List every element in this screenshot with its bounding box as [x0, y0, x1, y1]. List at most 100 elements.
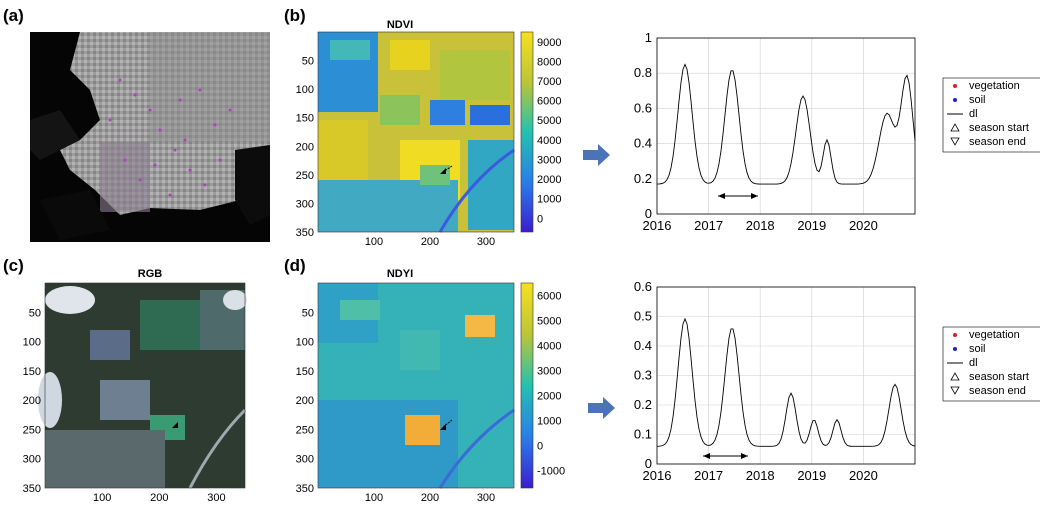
- x-tick-label: 2016: [643, 218, 672, 233]
- x-tick-label: 100: [365, 492, 383, 504]
- y-tick-label: 0: [645, 456, 652, 471]
- arrow-right-top: [583, 144, 610, 166]
- legend-box: [942, 326, 1040, 402]
- y-tick-label: 0.1: [634, 427, 652, 442]
- panel-label-c: (c): [3, 256, 24, 275]
- y-tick-label: 0.4: [634, 136, 652, 151]
- x-tick-label: 100: [93, 492, 111, 504]
- plot-frame: [656, 286, 916, 465]
- arrow-right-bottom: [588, 397, 615, 419]
- ndyi-colorbar: [520, 282, 534, 489]
- y-tick-label: 300: [23, 454, 41, 466]
- x-tick-label: 300: [207, 492, 225, 504]
- y-tick-label: 0.5: [634, 309, 652, 324]
- x-tick-label: 200: [421, 236, 439, 248]
- ndvi-x-ticks: 100 200 300: [365, 236, 495, 248]
- x-tick-label: 2018: [746, 218, 775, 233]
- y-tick-label: 350: [23, 483, 41, 495]
- rgb-title: RGB: [137, 268, 163, 280]
- ndyi-y-ticks: 50 100 150 200 250 300 350: [296, 307, 314, 495]
- colorbar-tick-label: 1000: [537, 194, 561, 206]
- rgb-y-ticks: 50 100 150 200 250 300 350: [23, 307, 41, 495]
- y-tick-label: 0.6: [634, 100, 652, 115]
- colorbar-tick-label: 7000: [537, 76, 561, 88]
- colorbar-tick-label: 2000: [537, 174, 561, 186]
- y-tick-label: 250: [296, 424, 314, 436]
- y-tick-label: 250: [296, 170, 314, 182]
- x-tick-label: 200: [421, 492, 439, 504]
- rgb-frame: [44, 282, 246, 489]
- y-tick-label: 0.3: [634, 368, 652, 383]
- y-tick-label: 150: [23, 366, 41, 378]
- x-tick-label: 300: [477, 236, 495, 248]
- y-tick-label: 100: [296, 337, 314, 349]
- duration-arrow-head: [703, 453, 710, 459]
- legend-label: season end: [969, 385, 1026, 397]
- legend-marker-season-end: [950, 386, 960, 395]
- y-tick-label: 150: [296, 113, 314, 125]
- colorbar-tick-label: 0: [537, 441, 543, 453]
- duration-arrow-head: [741, 453, 748, 459]
- colorbar-tick-label: 5000: [537, 115, 561, 127]
- x-tick-label: 300: [477, 492, 495, 504]
- y-tick-label: 300: [296, 198, 314, 210]
- x-tick-label: 2020: [849, 468, 878, 483]
- x-tick-label: 200: [150, 492, 168, 504]
- y-tick-label: 250: [23, 424, 41, 436]
- plot-top: 2016 2017 2018 2019 2020 0 0.2 0.4 0.6 0.8 1 vegeta…: [634, 30, 1040, 233]
- duration-arrow-head: [751, 193, 758, 199]
- panel-a-sample-points: [108, 78, 232, 197]
- ndvi-title: NDVI: [386, 19, 414, 31]
- y-tick-label: 0.6: [634, 279, 652, 294]
- legend-marker-soil: [953, 98, 957, 102]
- legend-label: season end: [969, 136, 1026, 148]
- duration-arrow-head: [718, 193, 725, 199]
- colorbar-tick-label: 6000: [537, 291, 561, 303]
- x-tick-label: 2017: [694, 468, 723, 483]
- colorbar-tick-label: 0: [537, 213, 543, 225]
- colorbar-tick-label: 2000: [537, 391, 561, 403]
- colorbar-tick-label: 1000: [537, 416, 561, 428]
- y-tick-label: 50: [302, 307, 314, 319]
- legend-box: [942, 77, 1040, 153]
- ndvi-y-ticks: 50 100 150 200 250 300 350: [296, 56, 314, 239]
- panel-label-a: (a): [3, 6, 24, 25]
- legend-label: dl: [969, 108, 978, 120]
- legend-label: vegetation: [969, 329, 1020, 341]
- legend-marker-season-end: [950, 137, 960, 146]
- plot-frame: [656, 37, 916, 215]
- dl-curve: [656, 63, 916, 185]
- colorbar-tick-label: 5000: [537, 316, 561, 328]
- x-tick-label: 2020: [849, 218, 878, 233]
- colorbar-tick-label: -1000: [537, 466, 565, 478]
- colorbar-tick-label: 6000: [537, 96, 561, 108]
- panel-label-d: (d): [284, 256, 306, 275]
- x-tick-label: 2019: [797, 218, 826, 233]
- x-tick-label: 100: [365, 236, 383, 248]
- y-tick-label: 0: [645, 206, 652, 221]
- rgb-x-ticks: 100 200 300: [93, 492, 226, 504]
- y-tick-label: 0.2: [634, 397, 652, 412]
- panel-label-b: (b): [284, 6, 306, 25]
- y-tick-label: 200: [296, 395, 314, 407]
- y-tick-label: 50: [29, 307, 41, 319]
- legend-marker-vegetation: [953, 84, 957, 88]
- y-tick-label: 100: [23, 337, 41, 349]
- y-tick-label: 0.2: [634, 171, 652, 186]
- y-tick-label: 50: [302, 56, 314, 68]
- legend-label: dl: [969, 357, 978, 369]
- legend-marker-soil: [953, 347, 957, 351]
- legend-marker-vegetation: [953, 333, 957, 337]
- y-tick-label: 200: [296, 141, 314, 153]
- x-tick-label: 2017: [694, 218, 723, 233]
- y-tick-label: 0.4: [634, 338, 652, 353]
- y-tick-label: 200: [23, 395, 41, 407]
- y-tick-label: 150: [296, 366, 314, 378]
- ndyi-frame: [317, 282, 515, 489]
- ndyi-colorbar-ticks: 6000 5000 4000 3000 2000 1000 0 -1000: [537, 291, 565, 478]
- legend-label: season start: [969, 371, 1029, 383]
- ndvi-colorbar: [520, 31, 534, 233]
- y-tick-label: 1: [645, 30, 652, 45]
- y-tick-label: 100: [296, 84, 314, 96]
- colorbar-tick-label: 3000: [537, 154, 561, 166]
